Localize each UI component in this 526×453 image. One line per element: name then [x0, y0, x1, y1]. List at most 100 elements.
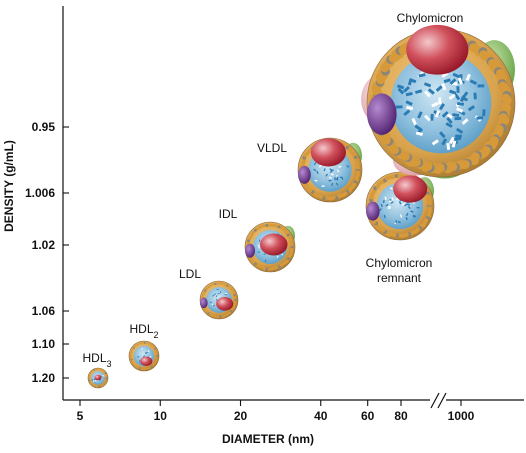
core-lipid [94, 380, 97, 382]
core-lipid [446, 142, 451, 150]
core-lipid [401, 203, 406, 206]
phospholipid-head [290, 245, 294, 249]
core-lipid [102, 375, 105, 377]
phospholipid-head [233, 303, 236, 307]
phospholipid-head [138, 342, 141, 345]
core-lipid [457, 102, 465, 106]
point-label-subscript: 3 [107, 359, 112, 369]
core-lipid [430, 113, 434, 121]
phospholipid-head [105, 377, 108, 379]
core-lipid [383, 214, 386, 219]
point-label: LDL [179, 267, 201, 281]
phospholipid-head [207, 312, 210, 315]
phospholipid-head [207, 286, 210, 289]
core-lipid [340, 176, 344, 180]
apolipoprotein-purple [200, 297, 208, 309]
phospholipid-head [148, 342, 151, 345]
core-lipid [476, 116, 484, 120]
y-tick-label: 1.006 [25, 186, 55, 200]
core-lipid [276, 255, 279, 258]
phospholipid-head [100, 385, 103, 388]
core-lipid [454, 116, 462, 121]
core-lipid [405, 100, 413, 106]
core-lipid [467, 105, 476, 112]
core-lipid [477, 84, 485, 88]
core-lipid [438, 97, 442, 105]
phospholipid-head [105, 374, 108, 377]
core-lipid [395, 220, 397, 224]
phospholipid-head [290, 242, 294, 246]
phospholipid-head [223, 283, 227, 286]
apolipoprotein-red [216, 296, 234, 311]
core-lipid [399, 214, 403, 218]
phospholipid-head [155, 352, 158, 355]
core-lipid [446, 116, 453, 124]
phospholipid-head [88, 374, 91, 377]
axes [62, 6, 524, 409]
core-lipid [328, 179, 332, 182]
phospholipid-head [89, 372, 92, 375]
phospholipid-head [265, 224, 269, 228]
phospholipid-head [129, 353, 132, 356]
core-lipid [325, 173, 329, 177]
core-lipid [387, 205, 391, 208]
core-lipid [431, 139, 439, 146]
core-lipid [416, 206, 420, 209]
y-tick-label: 1.06 [32, 304, 56, 318]
phospholipid-head [214, 282, 217, 286]
phospholipid-head [95, 368, 98, 371]
core-lipid [328, 176, 332, 180]
phospholipid-head [427, 201, 432, 206]
core-lipid [452, 113, 460, 118]
core-lipid [148, 349, 150, 353]
core-lipid [258, 245, 260, 249]
phospholipid-head [502, 96, 512, 105]
phospholipid-head [221, 282, 224, 285]
phospholipid-head [224, 314, 227, 317]
phospholipid-head [289, 240, 293, 244]
phospholipid-head [104, 381, 107, 384]
phospholipid-head [272, 223, 276, 227]
core-lipid [338, 165, 342, 168]
core-lipid [454, 136, 462, 141]
x-tick-label: 60 [361, 409, 375, 423]
particle-7 [361, 24, 516, 179]
core-lipid [482, 109, 486, 117]
phospholipid-head [277, 225, 281, 229]
core-lipid [406, 105, 414, 111]
phospholipid-head [143, 368, 146, 371]
core-lipid [411, 117, 417, 126]
core-lipid [220, 291, 222, 294]
phospholipid-head [205, 287, 208, 290]
phospholipid-head [289, 252, 293, 256]
core-lipid [313, 162, 317, 166]
phospholipid-head [91, 383, 94, 386]
axis-break-mark [437, 392, 447, 409]
point-label: Chylomicron [366, 256, 433, 270]
x-tick-label: 1000 [448, 409, 475, 423]
core-lipid [378, 208, 382, 212]
phospholipid-head [134, 365, 137, 368]
core-lipid [387, 207, 391, 210]
phospholipid-head [231, 289, 234, 292]
phospholipid-head [136, 343, 139, 346]
core-lipid [435, 85, 443, 92]
core-lipid [469, 79, 478, 85]
x-tick-label: 80 [394, 409, 408, 423]
phospholipid-head [233, 306, 236, 309]
x-axis-ticks: 5 10 20 40 60 80 1000 [77, 400, 475, 423]
phospholipid-head [290, 248, 294, 252]
phospholipid-head [262, 267, 266, 271]
phospholipid-head [138, 367, 141, 370]
phospholipid-head [228, 311, 231, 315]
core-lipid [391, 197, 394, 201]
core-lipid [138, 360, 141, 363]
phospholipid-head [132, 363, 135, 366]
core-lipid [449, 89, 457, 95]
core-lipid [91, 379, 94, 381]
phospholipid-head [93, 368, 96, 371]
core-lipid [423, 82, 432, 88]
core-lipid [388, 200, 392, 203]
particles [87, 24, 516, 389]
particle-5 [297, 137, 363, 203]
